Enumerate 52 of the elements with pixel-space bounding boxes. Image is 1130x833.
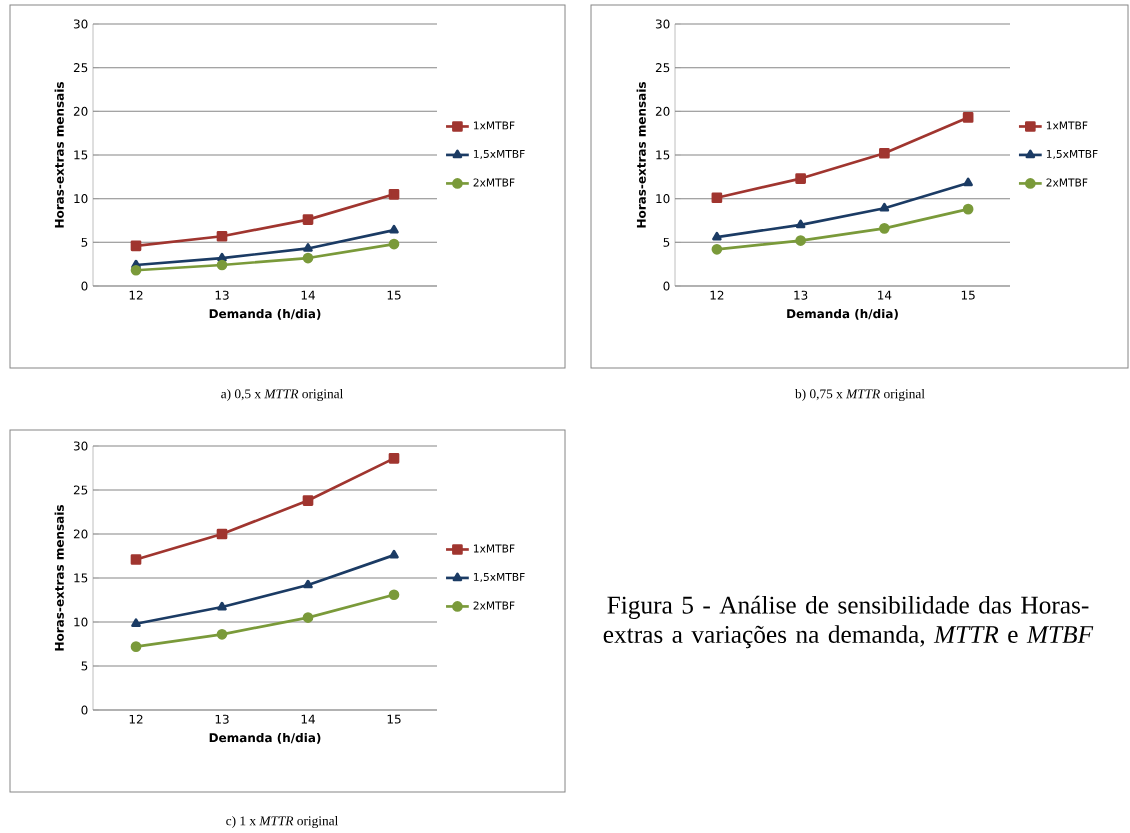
y-tick-label: 10: [656, 194, 670, 204]
x-tick-label: 12: [129, 714, 143, 724]
y-tick-label: 30: [73, 441, 88, 451]
y-tick-label: 0: [81, 281, 88, 291]
x-tick-label: 13: [794, 290, 808, 300]
y-tick-label: 20: [73, 106, 88, 116]
y-tick-label: 20: [73, 529, 88, 539]
x-tick-label: 13: [215, 290, 229, 300]
x-tick-label: 13: [215, 714, 229, 724]
y-tick-label: 15: [74, 150, 88, 160]
x-axis-title: Demanda (h/dia): [209, 732, 321, 744]
y-tick-label: 25: [73, 63, 88, 73]
x-tick-label: 12: [129, 290, 143, 300]
legend-label: 1xMTBF: [473, 544, 515, 553]
x-axis-title: Demanda (h/dia): [209, 308, 321, 320]
legend-label: 1,5xMTBF: [473, 150, 525, 160]
legend-label: 1,5xMTBF: [473, 573, 525, 583]
text: Figura 5 - Análise de sensibilidade das Horas-extras a variações na demanda, MTTR e MTBF: [603, 595, 1094, 649]
y-axis-title: Horas-extras mensais: [54, 505, 64, 651]
x-tick-label: 15: [387, 714, 401, 724]
legend-label: 1,5xMTBF: [1046, 150, 1098, 160]
y-tick-label: 0: [663, 281, 670, 291]
text: a) 0,5 x MTTR original: [221, 388, 344, 402]
y-tick-label: 25: [73, 485, 88, 495]
x-tick-label: 14: [301, 714, 315, 724]
y-tick-label: 15: [656, 150, 670, 160]
y-tick-label: 15: [74, 573, 88, 583]
x-tick-label: 12: [710, 290, 724, 300]
x-tick-label: 14: [301, 290, 315, 300]
y-tick-label: 10: [74, 194, 88, 204]
y-tick-label: 25: [655, 63, 670, 73]
y-axis-title: Horas-extras mensais: [54, 82, 64, 228]
legend-label: 2xMTBF: [473, 601, 515, 610]
y-tick-label: 10: [74, 617, 88, 627]
x-tick-label: 14: [878, 290, 892, 300]
y-tick-label: 30: [73, 19, 88, 29]
y-tick-label: 30: [655, 19, 670, 29]
y-tick-label: 0: [81, 705, 88, 715]
legend-label: 2xMTBF: [473, 178, 515, 187]
y-tick-label: 5: [81, 237, 88, 247]
legend-label: 1xMTBF: [1046, 121, 1088, 130]
legend-label: 2xMTBF: [1046, 178, 1088, 187]
text: b) 0,75 x MTTR original: [795, 388, 925, 402]
y-tick-label: 5: [663, 237, 670, 247]
legend-label: 1xMTBF: [473, 121, 515, 130]
text: c) 1 x MTTR original: [226, 815, 339, 829]
y-tick-label: 20: [655, 106, 670, 116]
x-axis-title: Demanda (h/dia): [787, 308, 898, 320]
y-tick-label: 5: [81, 661, 88, 671]
x-tick-label: 15: [387, 290, 401, 300]
y-axis-title: Horas-extras mensais: [636, 82, 646, 228]
x-tick-label: 15: [961, 290, 975, 300]
